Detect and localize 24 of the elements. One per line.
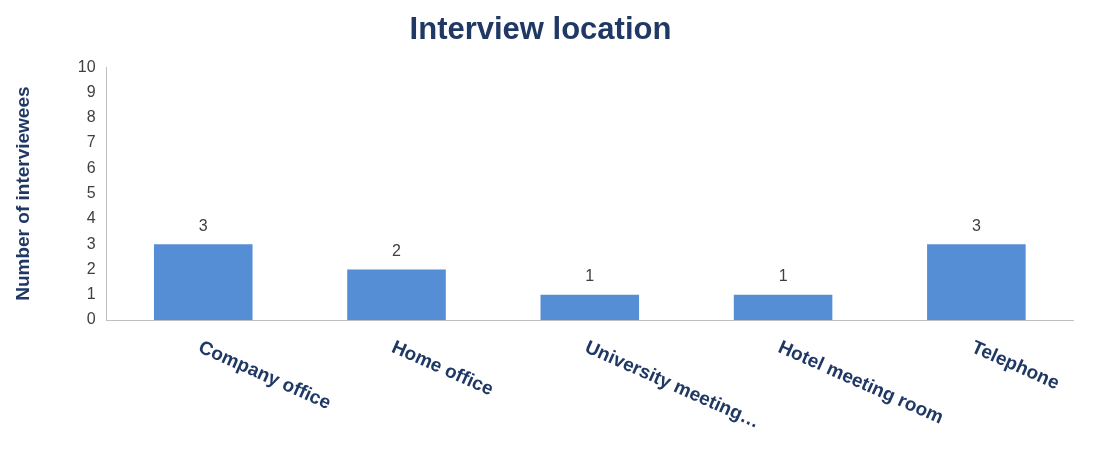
y-tick-label: 6 xyxy=(86,158,96,176)
y-tick-label: 5 xyxy=(86,184,96,202)
data-label: 2 xyxy=(392,241,402,259)
y-tick-label: 1 xyxy=(86,285,96,303)
y-tick-label: 7 xyxy=(86,133,96,151)
data-label: 3 xyxy=(971,216,981,234)
y-axis-title: Number of interviewees xyxy=(11,86,33,301)
bar xyxy=(540,294,640,320)
y-tick-label: 3 xyxy=(86,234,96,252)
x-tick-label: Home office xyxy=(388,335,497,400)
y-tick-label: 4 xyxy=(86,209,96,227)
bar xyxy=(153,244,253,320)
bar xyxy=(347,269,446,320)
chart-title: Interview location xyxy=(409,11,672,47)
y-tick-label: 2 xyxy=(86,259,96,277)
y-tick-label: 0 xyxy=(86,310,96,328)
data-label: 1 xyxy=(585,267,595,285)
y-tick-label: 9 xyxy=(86,82,96,100)
bar xyxy=(733,294,833,320)
y-tick-label: 8 xyxy=(86,108,96,126)
data-label: 1 xyxy=(778,267,788,285)
data-label: 3 xyxy=(198,216,208,234)
y-tick-label: 10 xyxy=(77,57,96,75)
bar xyxy=(927,244,1026,320)
